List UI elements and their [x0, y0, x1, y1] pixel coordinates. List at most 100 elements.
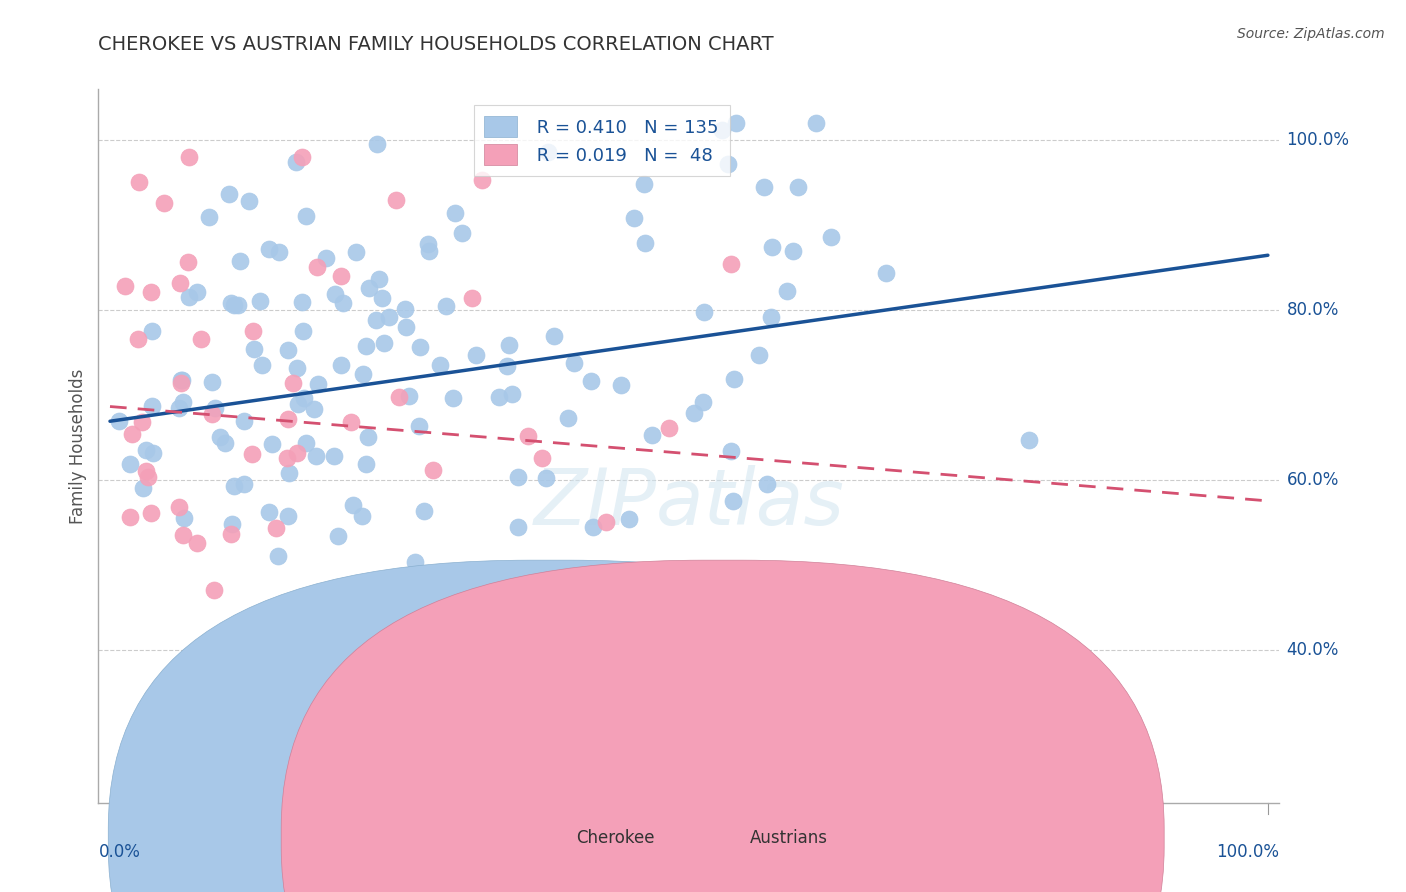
- Text: Cherokee: Cherokee: [576, 829, 655, 847]
- Point: [782, 244, 804, 259]
- Point: [238, 194, 260, 208]
- Point: [761, 310, 783, 325]
- Point: [776, 284, 799, 298]
- Legend:  R = 0.410   N = 135,  R = 0.019   N =  48: R = 0.410 N = 135, R = 0.019 N = 48: [474, 105, 730, 176]
- Point: [179, 290, 201, 304]
- Point: [368, 662, 391, 676]
- Point: [752, 179, 775, 194]
- Point: [409, 340, 432, 354]
- Point: [224, 298, 246, 312]
- Point: [517, 428, 540, 442]
- Point: [221, 517, 243, 532]
- Point: [633, 177, 655, 191]
- Point: [354, 339, 377, 353]
- Point: [277, 508, 299, 523]
- Point: [214, 654, 236, 668]
- Point: [218, 625, 240, 640]
- Point: [368, 272, 391, 286]
- Point: [418, 244, 440, 259]
- Point: [357, 430, 380, 444]
- Point: [127, 332, 149, 346]
- Point: [422, 628, 444, 642]
- Point: [136, 470, 159, 484]
- Point: [240, 447, 263, 461]
- Point: [209, 430, 232, 444]
- Point: [332, 295, 354, 310]
- Point: [692, 394, 714, 409]
- Point: [755, 477, 778, 491]
- Point: [761, 240, 783, 254]
- Point: [609, 377, 631, 392]
- Point: [378, 310, 401, 325]
- Point: [202, 582, 225, 597]
- Point: [329, 358, 352, 372]
- Point: [285, 361, 308, 376]
- Point: [619, 511, 641, 525]
- Point: [177, 255, 200, 269]
- Point: [243, 768, 266, 782]
- Text: ZIPatlas: ZIPatlas: [533, 465, 845, 541]
- Point: [120, 458, 142, 472]
- Point: [131, 481, 153, 495]
- Point: [543, 329, 565, 343]
- Text: 80.0%: 80.0%: [1286, 301, 1339, 319]
- Point: [305, 450, 328, 464]
- Point: [412, 504, 434, 518]
- Point: [257, 242, 280, 256]
- Point: [305, 260, 328, 275]
- Point: [725, 116, 748, 130]
- Point: [172, 527, 194, 541]
- Point: [172, 395, 194, 409]
- Point: [169, 276, 191, 290]
- Text: 60.0%: 60.0%: [1286, 471, 1339, 489]
- Point: [451, 226, 474, 240]
- Point: [141, 324, 163, 338]
- Point: [461, 292, 484, 306]
- Point: [366, 137, 388, 152]
- Point: [498, 338, 520, 352]
- Point: [557, 411, 579, 425]
- Point: [496, 359, 519, 373]
- Point: [579, 374, 602, 388]
- Text: Source: ZipAtlas.com: Source: ZipAtlas.com: [1237, 27, 1385, 41]
- Point: [371, 291, 394, 305]
- Point: [218, 187, 240, 202]
- Point: [277, 466, 299, 480]
- Point: [260, 437, 283, 451]
- Point: [277, 343, 299, 358]
- Point: [128, 175, 150, 189]
- Point: [287, 397, 309, 411]
- Point: [492, 708, 515, 723]
- Point: [190, 332, 212, 346]
- Point: [204, 401, 226, 415]
- Point: [290, 150, 312, 164]
- Point: [307, 376, 329, 391]
- Point: [488, 390, 510, 404]
- Point: [284, 155, 307, 169]
- Point: [139, 506, 162, 520]
- Point: [595, 515, 617, 529]
- Point: [186, 536, 208, 550]
- Point: [292, 325, 315, 339]
- Point: [233, 414, 256, 428]
- Point: [219, 527, 242, 541]
- Point: [131, 415, 153, 429]
- Text: 40.0%: 40.0%: [1286, 640, 1339, 659]
- Point: [107, 415, 129, 429]
- Point: [302, 402, 325, 417]
- Point: [167, 401, 190, 415]
- Point: [295, 436, 318, 450]
- Point: [422, 463, 444, 477]
- Point: [375, 573, 398, 587]
- Point: [353, 698, 375, 713]
- Point: [292, 391, 315, 405]
- Point: [418, 237, 440, 252]
- Point: [114, 279, 136, 293]
- Point: [219, 295, 242, 310]
- Point: [508, 519, 530, 533]
- Point: [139, 285, 162, 299]
- Point: [693, 304, 716, 318]
- Point: [264, 521, 287, 535]
- Point: [141, 399, 163, 413]
- Point: [658, 421, 681, 435]
